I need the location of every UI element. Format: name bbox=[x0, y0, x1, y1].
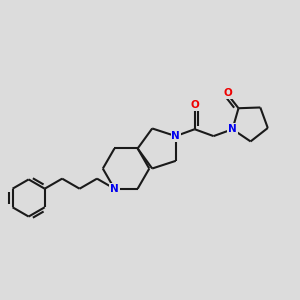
Text: N: N bbox=[110, 184, 119, 194]
Text: N: N bbox=[171, 131, 180, 141]
Text: O: O bbox=[190, 100, 199, 110]
Text: O: O bbox=[224, 88, 233, 98]
Text: N: N bbox=[228, 124, 237, 134]
